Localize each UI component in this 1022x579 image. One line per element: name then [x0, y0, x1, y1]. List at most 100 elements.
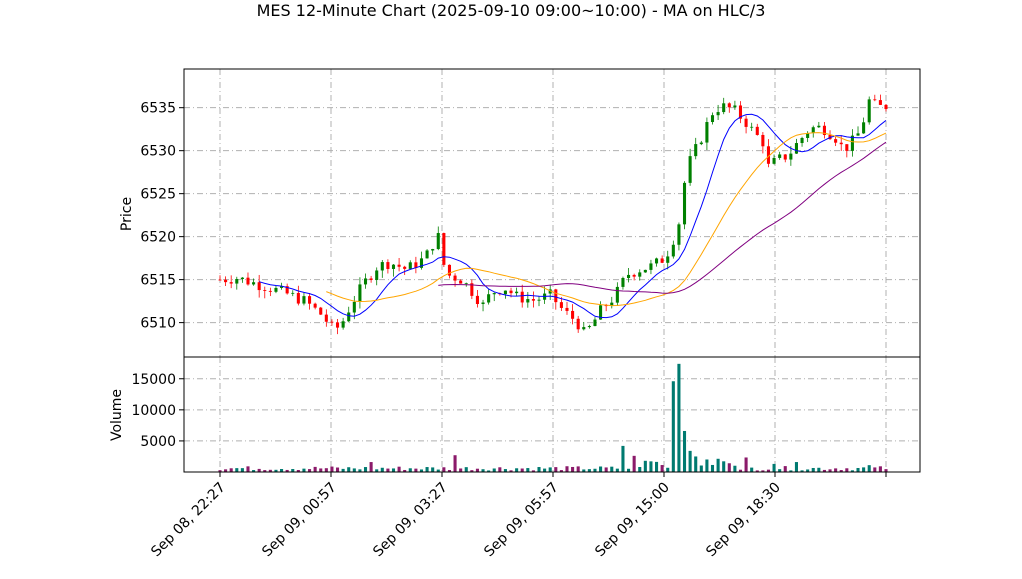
volume-bar — [850, 470, 854, 472]
candle-body — [856, 133, 860, 136]
candle-body — [811, 127, 815, 134]
candle-body — [554, 289, 558, 303]
volume-bar — [548, 467, 552, 472]
candle-body — [582, 327, 586, 330]
volume-bar — [330, 466, 334, 472]
candle-body — [722, 103, 726, 113]
volume-grid — [184, 357, 920, 472]
candle-body — [666, 256, 670, 263]
volume-bar — [688, 450, 692, 472]
volume-bar — [710, 464, 715, 472]
candle-body — [481, 302, 485, 305]
candle-body — [386, 262, 390, 269]
volume-bar — [755, 470, 759, 472]
candle-body — [235, 278, 239, 284]
volume-bar — [453, 455, 457, 472]
moving-average-line — [259, 113, 887, 319]
candle-body — [750, 126, 754, 128]
volume-bar — [235, 468, 239, 472]
volume-bar — [766, 469, 771, 472]
volume-bar — [811, 467, 815, 472]
candle-body — [436, 233, 440, 250]
volume-tick-label: 10000 — [131, 403, 176, 419]
volume-bar — [257, 468, 261, 472]
volume-bar — [806, 469, 810, 472]
volume-bar — [839, 470, 843, 472]
volume-bar — [571, 466, 575, 472]
candle-body — [414, 262, 418, 268]
candle-body — [492, 293, 496, 295]
moving-average-line — [326, 132, 887, 307]
candle-body — [660, 258, 664, 263]
candle-body — [873, 99, 877, 101]
candle-body — [347, 312, 351, 322]
volume-bar — [783, 466, 787, 472]
candle-body — [559, 302, 563, 308]
volume-bar — [733, 465, 737, 472]
volume-bar — [335, 467, 340, 472]
volume-bar — [794, 462, 798, 472]
candle-body — [733, 105, 737, 108]
candle-body — [800, 138, 804, 144]
candle-body — [548, 289, 552, 294]
volume-bar — [627, 468, 631, 472]
volume-bar — [481, 469, 485, 472]
candle-body — [783, 154, 787, 160]
volume-bar — [498, 467, 502, 472]
candle-body — [839, 142, 843, 145]
candle-body — [335, 322, 340, 328]
volume-bar — [263, 470, 267, 472]
volume-bar — [873, 467, 877, 472]
volume-bar — [459, 468, 463, 472]
volume-bar — [671, 381, 675, 472]
volume-bar — [716, 458, 720, 472]
volume-bar — [252, 470, 256, 472]
volume-bar — [828, 469, 832, 472]
candle-body — [571, 310, 575, 319]
volume-bar — [744, 457, 748, 472]
candle-body — [884, 104, 888, 110]
volume-bar — [224, 469, 228, 472]
candle-body — [291, 292, 295, 294]
volume-bar — [302, 468, 306, 472]
price-grid — [184, 69, 920, 357]
candle-body — [671, 244, 675, 257]
volume-bar — [565, 466, 569, 472]
volume-bar — [610, 466, 614, 472]
volume-bar — [447, 469, 452, 472]
candle-body — [638, 272, 642, 277]
volume-bar — [408, 468, 412, 472]
moving-average-lines — [259, 113, 887, 319]
candle-body — [330, 321, 334, 323]
candle-body — [313, 303, 317, 308]
candle-body — [845, 144, 849, 151]
volume-bar — [862, 467, 866, 472]
volume-bar — [559, 470, 563, 472]
candle-body — [240, 277, 244, 279]
x-tick-label: Sep 09, 03:27 — [370, 480, 451, 561]
volume-bar — [750, 467, 754, 472]
price-tick-label: 6510 — [140, 316, 176, 332]
candle-body — [363, 278, 368, 285]
candle-body — [425, 250, 429, 259]
volume-bar — [649, 461, 653, 472]
candle-body — [766, 146, 771, 164]
price-tick-label: 6530 — [140, 144, 176, 160]
candle-body — [565, 307, 569, 311]
candle-body — [375, 270, 379, 280]
candle-body — [218, 279, 222, 281]
volume-bar — [442, 467, 446, 472]
candle-body — [610, 302, 614, 307]
volume-bar — [375, 469, 379, 472]
candle-body — [352, 301, 356, 313]
volume-bar — [274, 469, 278, 472]
volume-bar — [699, 465, 703, 472]
candle-body — [649, 263, 653, 270]
volume-bar — [341, 468, 345, 472]
volume-bar — [436, 469, 440, 472]
volume-bar — [615, 468, 619, 472]
price-tick-label: 6525 — [140, 187, 176, 203]
volume-bar — [352, 468, 356, 472]
candle-body — [285, 286, 289, 294]
